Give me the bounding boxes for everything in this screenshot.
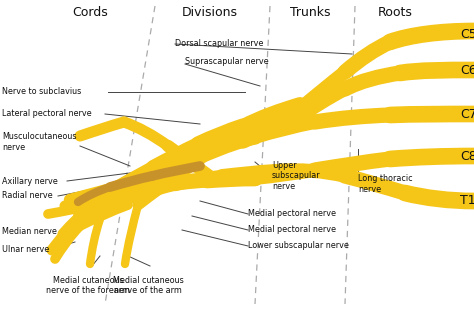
- Text: Ulnar nerve: Ulnar nerve: [2, 245, 49, 253]
- Text: Medial pectoral nerve: Medial pectoral nerve: [248, 225, 336, 235]
- Text: Medial pectoral nerve: Medial pectoral nerve: [248, 209, 336, 219]
- Text: Medial cutaneous
nerve of the forearm: Medial cutaneous nerve of the forearm: [46, 276, 130, 295]
- Text: Median nerve: Median nerve: [2, 228, 57, 236]
- Text: Medial cutaneous
nerve of the arm: Medial cutaneous nerve of the arm: [113, 276, 183, 295]
- Text: Radial nerve: Radial nerve: [2, 192, 53, 201]
- Text: Axillary nerve: Axillary nerve: [2, 176, 58, 186]
- Text: Upper
subscapular
nerve: Upper subscapular nerve: [272, 161, 320, 191]
- Text: C5: C5: [460, 28, 474, 41]
- Text: Long thoracic
nerve: Long thoracic nerve: [358, 174, 413, 194]
- Text: Lateral pectoral nerve: Lateral pectoral nerve: [2, 110, 91, 118]
- Text: C8: C8: [460, 149, 474, 163]
- Text: Divisions: Divisions: [182, 6, 238, 19]
- Text: Trunks: Trunks: [290, 6, 330, 19]
- Text: Roots: Roots: [378, 6, 412, 19]
- Text: Cords: Cords: [72, 6, 108, 19]
- Text: Dorsal scapular nerve: Dorsal scapular nerve: [175, 40, 264, 48]
- Text: Lower subscapular nerve: Lower subscapular nerve: [248, 241, 349, 251]
- Text: Nerve to subclavius: Nerve to subclavius: [2, 88, 81, 96]
- Text: T1: T1: [460, 194, 474, 208]
- Text: Musculocutaneous
nerve: Musculocutaneous nerve: [2, 132, 76, 152]
- Text: Suprascapular nerve: Suprascapular nerve: [185, 57, 269, 66]
- Text: C6: C6: [460, 63, 474, 77]
- Text: C7: C7: [460, 107, 474, 121]
